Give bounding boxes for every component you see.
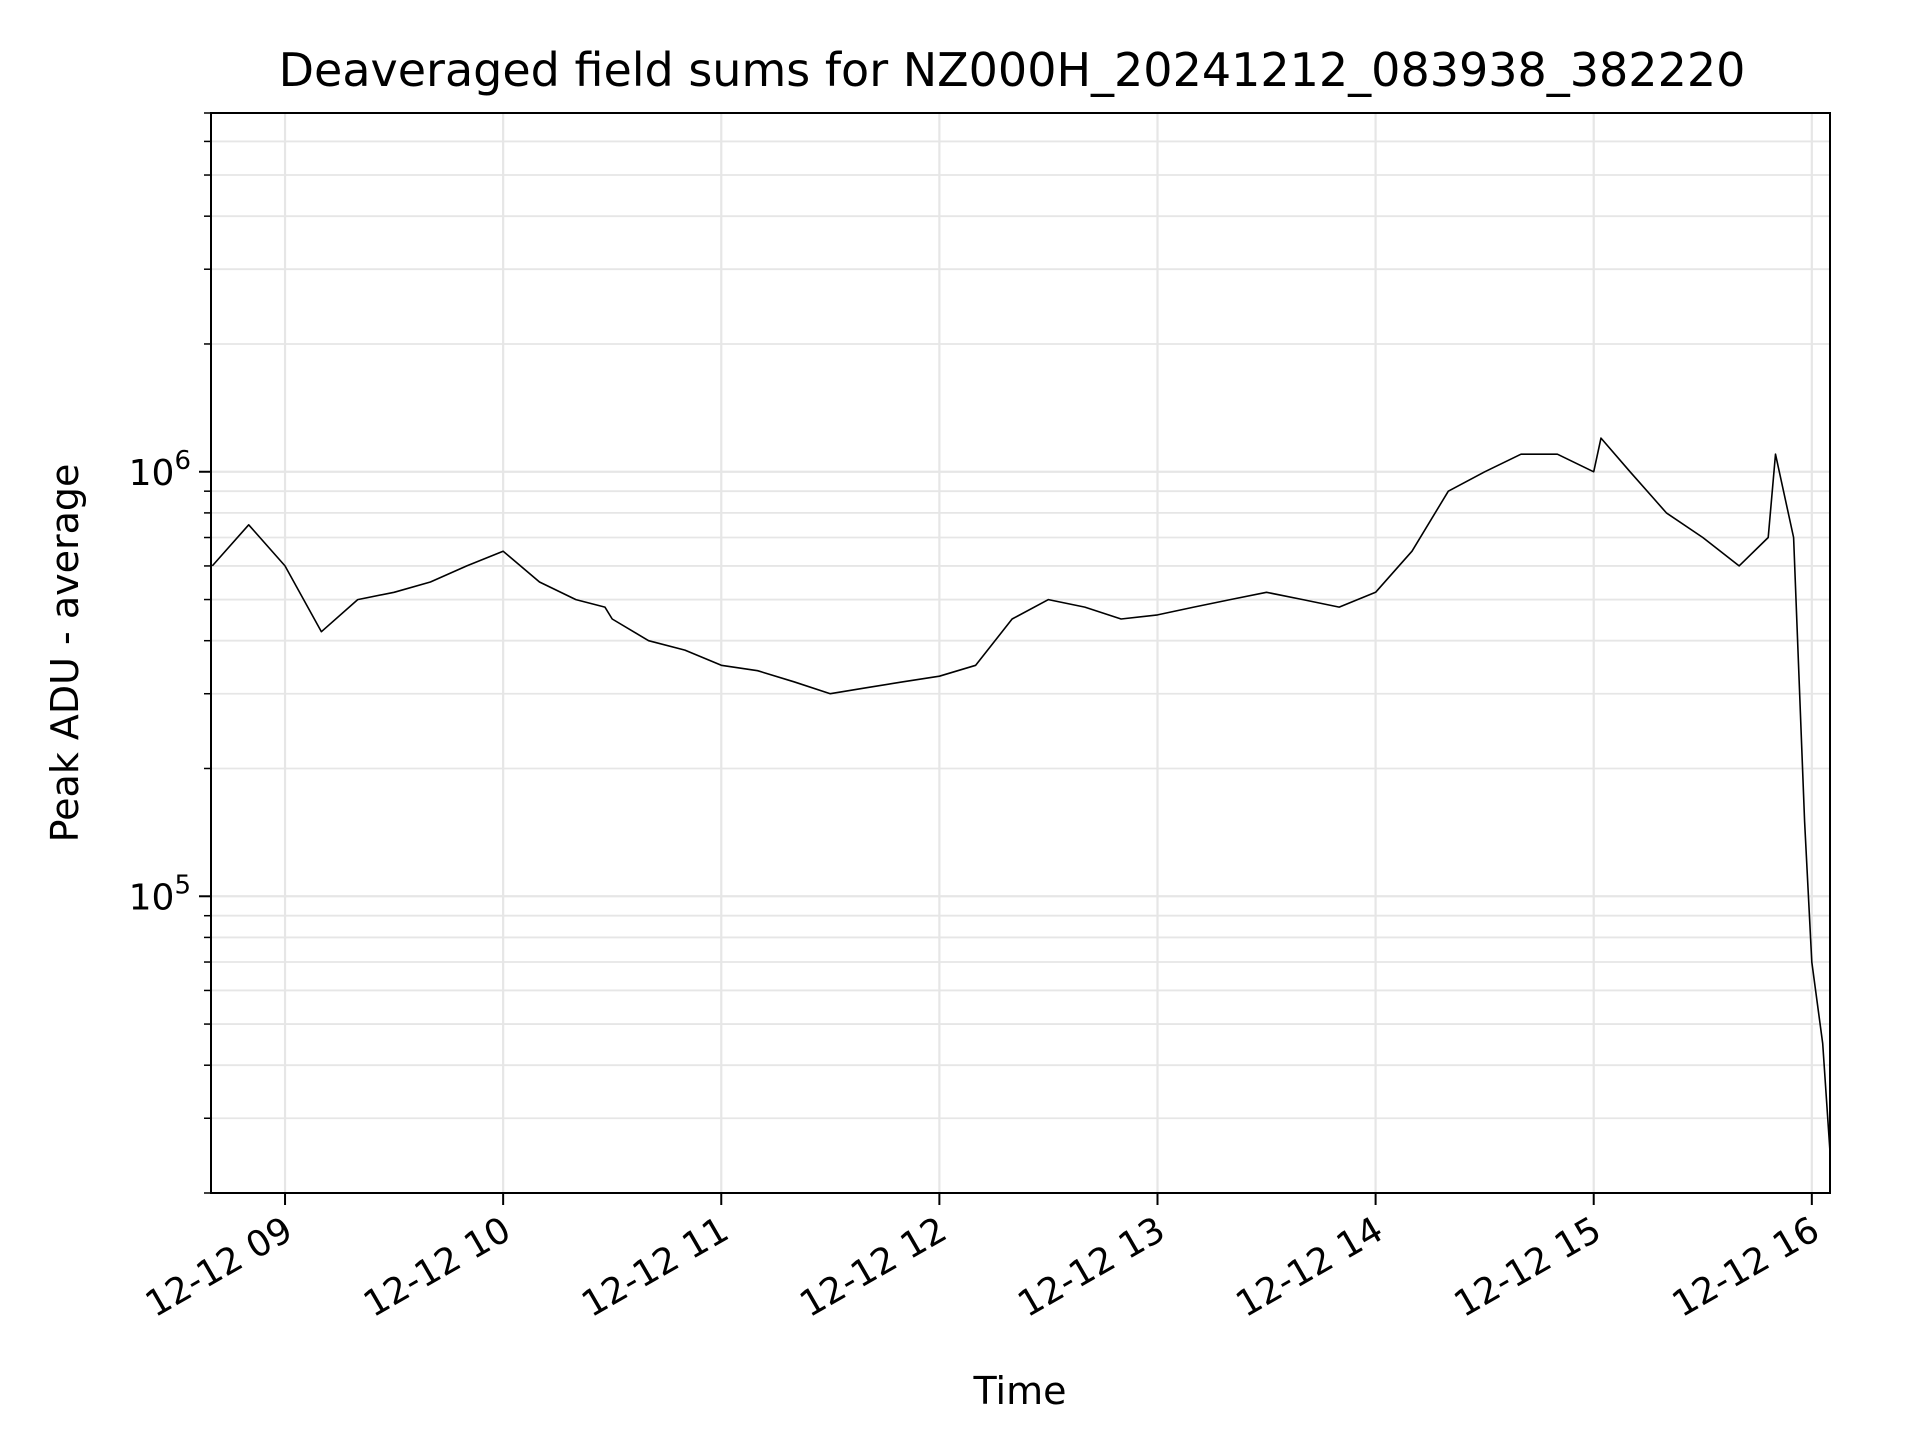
x-tick-label: 12-12 15 [1448, 1209, 1609, 1325]
x-axis-label: Time [973, 1369, 1067, 1413]
y-axis-label: Peak ADU - average [43, 464, 87, 843]
x-tick-label: 12-12 09 [139, 1209, 300, 1325]
x-tick-label: 12-12 12 [793, 1209, 954, 1325]
y-tick-base: 10 [129, 453, 175, 494]
x-tick-label: 12-12 11 [575, 1209, 736, 1325]
plot-area-frame [210, 112, 1831, 1194]
x-tick-label: 12-12 10 [357, 1209, 518, 1325]
y-tick-base: 10 [129, 877, 175, 918]
axis-ticks: 12-12 09 12-12 10 12-12 11 12-12 12 12-12 13… [129, 112, 1827, 1326]
y-tick-exponent: 5 [174, 870, 191, 900]
x-tick-label: 12-12 14 [1229, 1209, 1390, 1325]
x-tick-label: 12-12 16 [1666, 1209, 1827, 1325]
series-line [211, 437, 1831, 1152]
y-tick-label: 106 [129, 446, 191, 494]
y-tick-label: 105 [129, 870, 191, 918]
series-layer [211, 437, 1831, 1152]
chart-title: Deaveraged field sums for NZ000H_2024121… [279, 43, 1746, 97]
y-tick-exponent: 6 [174, 446, 191, 476]
grid [211, 112, 1830, 1194]
x-tick-label: 12-12 13 [1011, 1209, 1172, 1325]
